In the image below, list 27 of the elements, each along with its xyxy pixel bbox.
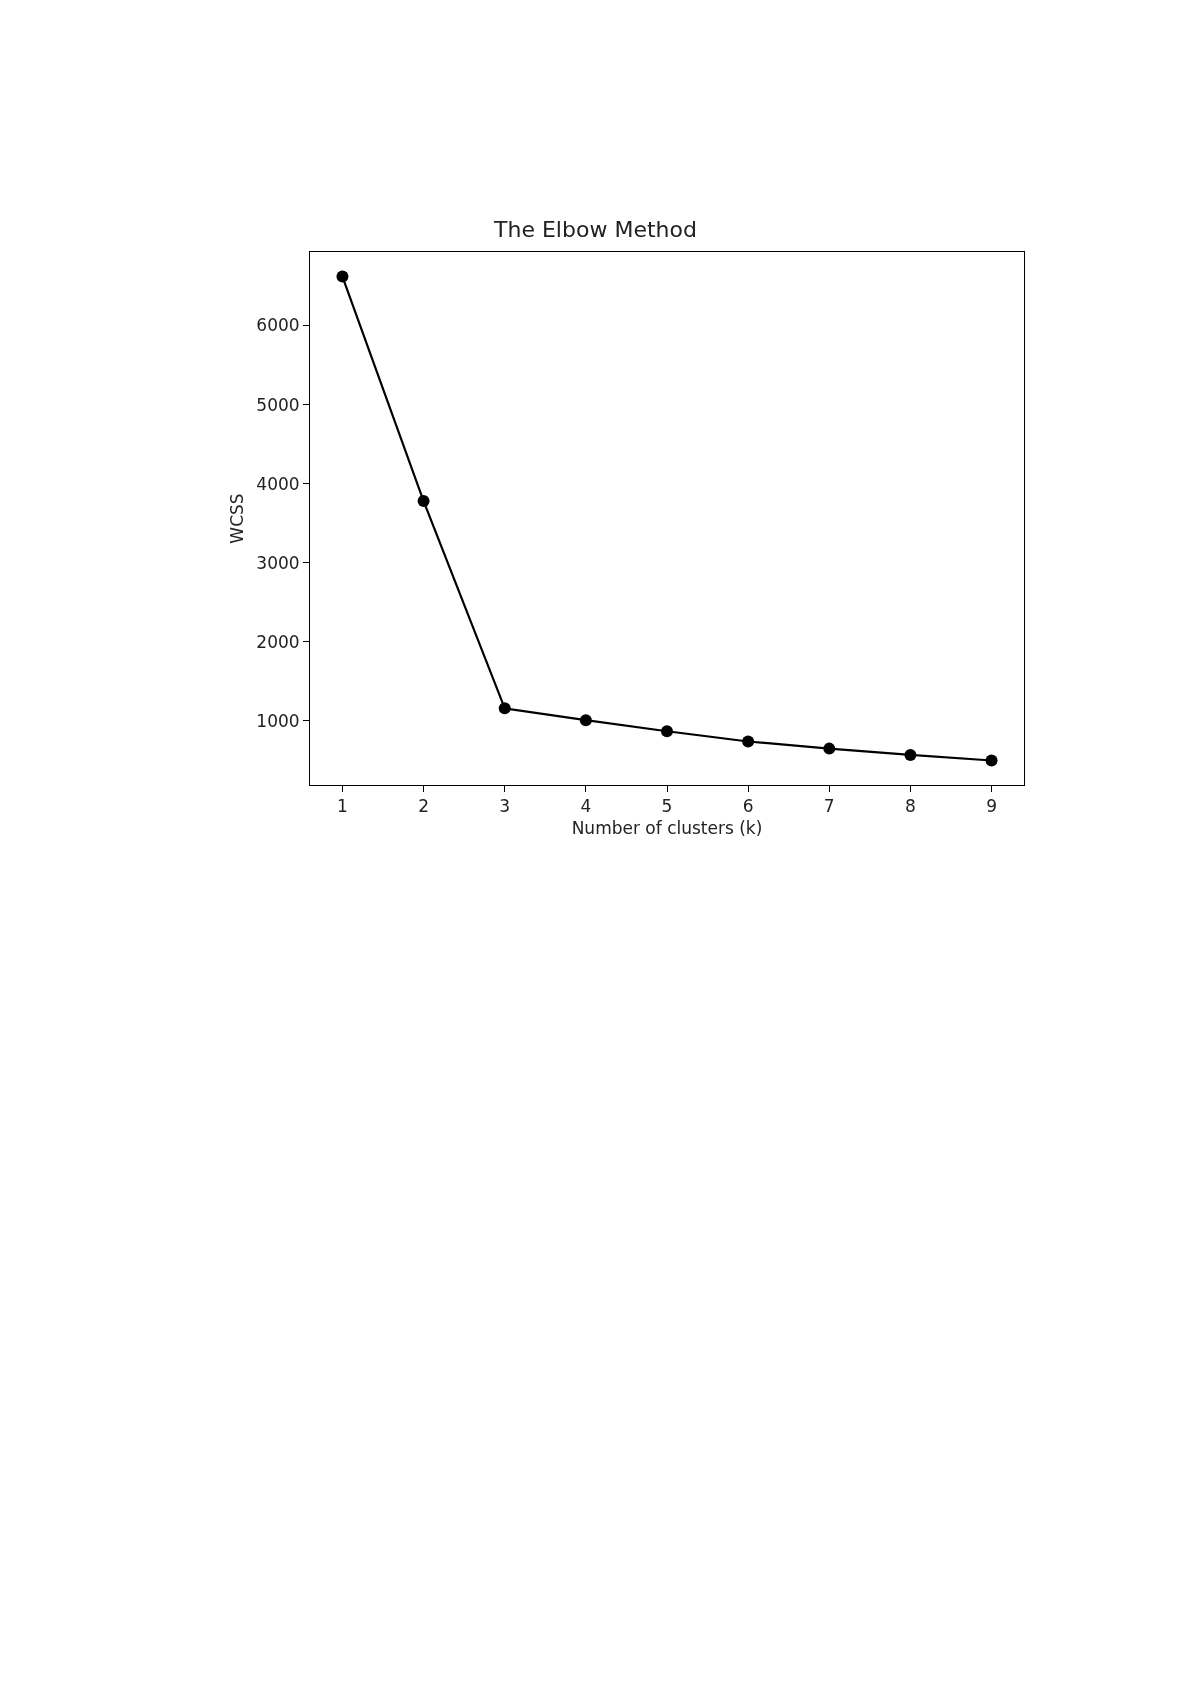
y-tick-label: 1000 bbox=[256, 710, 300, 731]
point bbox=[985, 754, 998, 767]
x-tick-label: 9 bbox=[986, 796, 997, 817]
point bbox=[823, 742, 836, 755]
y-tick-label: 3000 bbox=[256, 552, 300, 573]
point bbox=[579, 714, 592, 727]
x-tick-label: 8 bbox=[905, 796, 916, 817]
y-tick-label: 2000 bbox=[256, 631, 300, 652]
x-tick-label: 4 bbox=[580, 796, 592, 817]
point bbox=[904, 748, 917, 761]
point bbox=[661, 725, 673, 738]
point bbox=[742, 735, 755, 748]
y-tick-label: 4000 bbox=[256, 473, 300, 494]
x-tick-label: 3 bbox=[499, 796, 511, 817]
chart-title: The Elbow Method bbox=[493, 216, 697, 242]
x-tick-label: 7 bbox=[823, 796, 835, 817]
point bbox=[417, 495, 430, 508]
y-tick-label: 6000 bbox=[256, 315, 300, 336]
x-axis-title: Number of clusters (k) bbox=[571, 817, 763, 838]
x-tick-label: 6 bbox=[742, 796, 754, 817]
x-tick-label: 1 bbox=[337, 796, 348, 817]
point bbox=[336, 270, 349, 283]
y-axis-title: WCSS bbox=[226, 493, 247, 544]
x-tick-label: 2 bbox=[418, 796, 429, 817]
y-tick-label: 5000 bbox=[256, 394, 300, 415]
point bbox=[498, 702, 511, 715]
x-tick-label: 5 bbox=[661, 796, 673, 817]
